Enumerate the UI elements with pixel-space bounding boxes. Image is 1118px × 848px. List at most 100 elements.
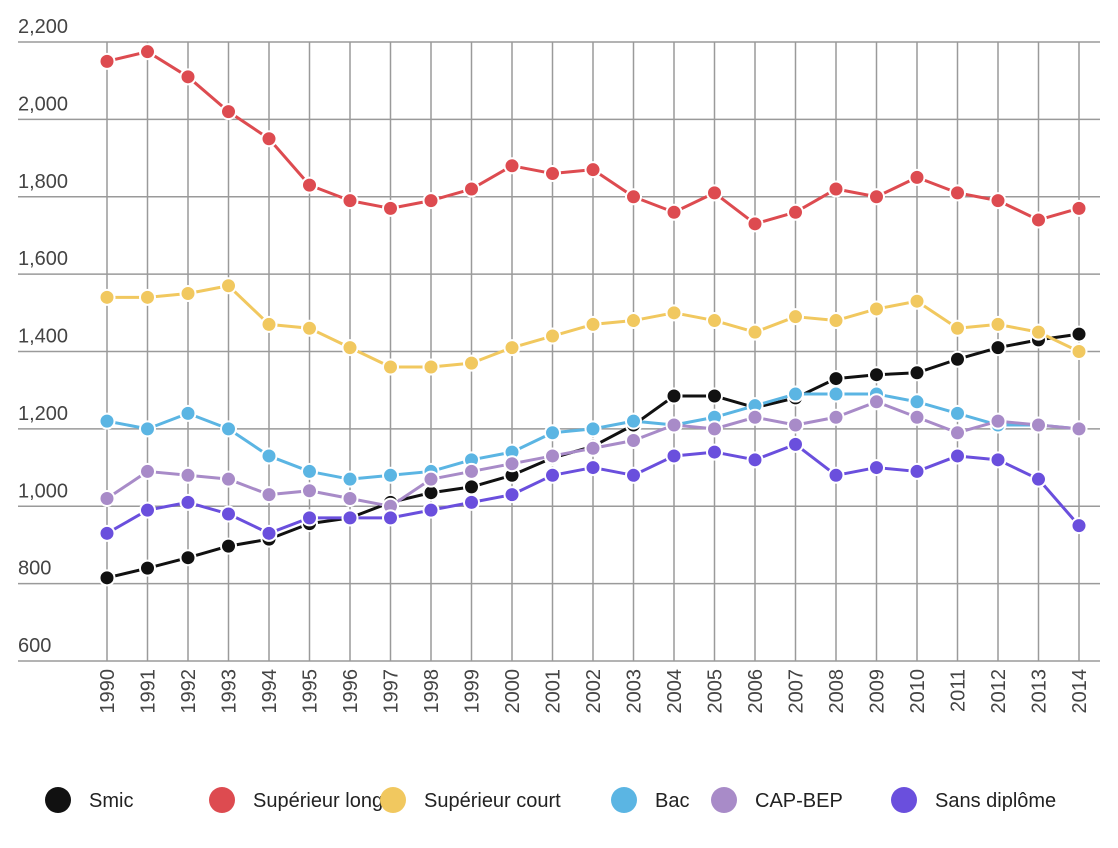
data-point: [584, 161, 602, 179]
data-point: [422, 501, 440, 519]
y-tick-label: 2,000: [18, 93, 68, 115]
data-point: [827, 385, 845, 403]
data-point: [260, 315, 278, 333]
data-point: [341, 509, 359, 527]
data-point: [463, 462, 480, 480]
data-point: [179, 493, 197, 511]
data-point: [544, 447, 561, 465]
data-point: [98, 569, 116, 587]
x-tick-label: 2003: [624, 669, 646, 714]
data-point: [746, 451, 764, 469]
data-point: [382, 358, 399, 376]
data-point: [341, 470, 359, 488]
series-sup-rieur-long: [98, 43, 1088, 233]
data-point: [1070, 343, 1088, 360]
x-tick-label: 1995: [300, 669, 322, 714]
data-point: [949, 350, 966, 368]
data-point: [220, 420, 237, 438]
data-point: [625, 431, 642, 449]
data-point: [1070, 420, 1088, 438]
legend-swatch: [891, 787, 917, 813]
data-point: [908, 462, 926, 480]
data-point: [220, 277, 237, 295]
legend-label: Supérieur court: [424, 790, 561, 812]
data-point: [98, 490, 116, 508]
data-point: [949, 447, 966, 465]
data-point: [503, 157, 521, 175]
data-point: [625, 312, 642, 330]
data-point: [868, 459, 885, 477]
data-point: [1030, 211, 1047, 229]
x-tick-label: 2013: [1029, 669, 1051, 714]
x-tick-label: 1992: [178, 669, 200, 714]
data-point: [179, 549, 197, 567]
legend-label: Sans diplôme: [935, 790, 1056, 812]
x-tick-label: 2010: [907, 669, 929, 714]
y-tick-label: 2,200: [18, 16, 68, 38]
x-tick-label: 2009: [867, 669, 889, 714]
legend-label: CAP-BEP: [755, 790, 843, 812]
legend-swatch: [611, 787, 637, 813]
legend-item: Bac: [611, 787, 689, 813]
x-tick-label: 1993: [219, 669, 241, 714]
legend-item: Supérieur long: [209, 787, 383, 813]
data-point: [301, 509, 318, 527]
x-tick-label: 2014: [1069, 669, 1091, 714]
data-point: [949, 319, 966, 337]
data-point: [908, 364, 926, 382]
data-point: [787, 416, 804, 434]
grid: [18, 41, 1100, 662]
data-point: [827, 180, 845, 198]
data-point: [787, 203, 804, 221]
data-point: [422, 192, 440, 210]
data-point: [908, 408, 926, 426]
x-tick-label: 1994: [259, 669, 281, 714]
legend-swatch: [380, 787, 406, 813]
data-point: [98, 52, 116, 70]
x-tick-label: 1997: [381, 669, 403, 714]
data-point: [179, 466, 197, 484]
data-point: [220, 103, 237, 121]
data-point: [139, 43, 156, 61]
data-point: [706, 420, 723, 438]
legend-item: Supérieur court: [380, 787, 561, 813]
data-point: [665, 203, 683, 221]
data-point: [544, 424, 561, 442]
data-point: [382, 466, 399, 484]
data-point: [301, 462, 318, 480]
data-point: [260, 524, 278, 542]
data-point: [827, 408, 845, 426]
x-tick-label: 1996: [340, 669, 362, 714]
y-tick-label: 1,600: [18, 248, 68, 270]
data-point: [422, 358, 440, 376]
data-point: [220, 537, 237, 555]
data-point: [341, 339, 359, 357]
data-point: [463, 493, 480, 511]
data-point: [260, 447, 278, 465]
data-point: [584, 459, 602, 477]
data-point: [1070, 199, 1088, 217]
legend: Smic Supérieur long Supérieur court Bac CAP-…: [45, 787, 1056, 813]
series-cap-bep: [98, 393, 1088, 515]
data-point: [949, 424, 966, 442]
data-point: [949, 404, 966, 422]
data-point: [463, 180, 480, 198]
legend-label: Smic: [89, 790, 133, 812]
data-point: [260, 130, 278, 148]
data-point: [706, 184, 723, 202]
data-point: [868, 366, 885, 384]
data-point: [544, 165, 561, 183]
data-point: [665, 416, 683, 434]
data-point: [665, 387, 683, 405]
data-point: [463, 478, 480, 496]
data-point: [382, 199, 399, 217]
x-tick-label: 2005: [705, 669, 727, 714]
data-point: [989, 451, 1007, 469]
x-tick-label: 2001: [543, 669, 565, 714]
legend-swatch: [209, 787, 235, 813]
data-point: [544, 466, 561, 484]
data-point: [139, 288, 156, 306]
x-axis-ticks: 1990 1991 1992 1993 1994 1995 1996 1997 1998 1999…: [97, 669, 1091, 714]
data-point: [179, 68, 197, 86]
